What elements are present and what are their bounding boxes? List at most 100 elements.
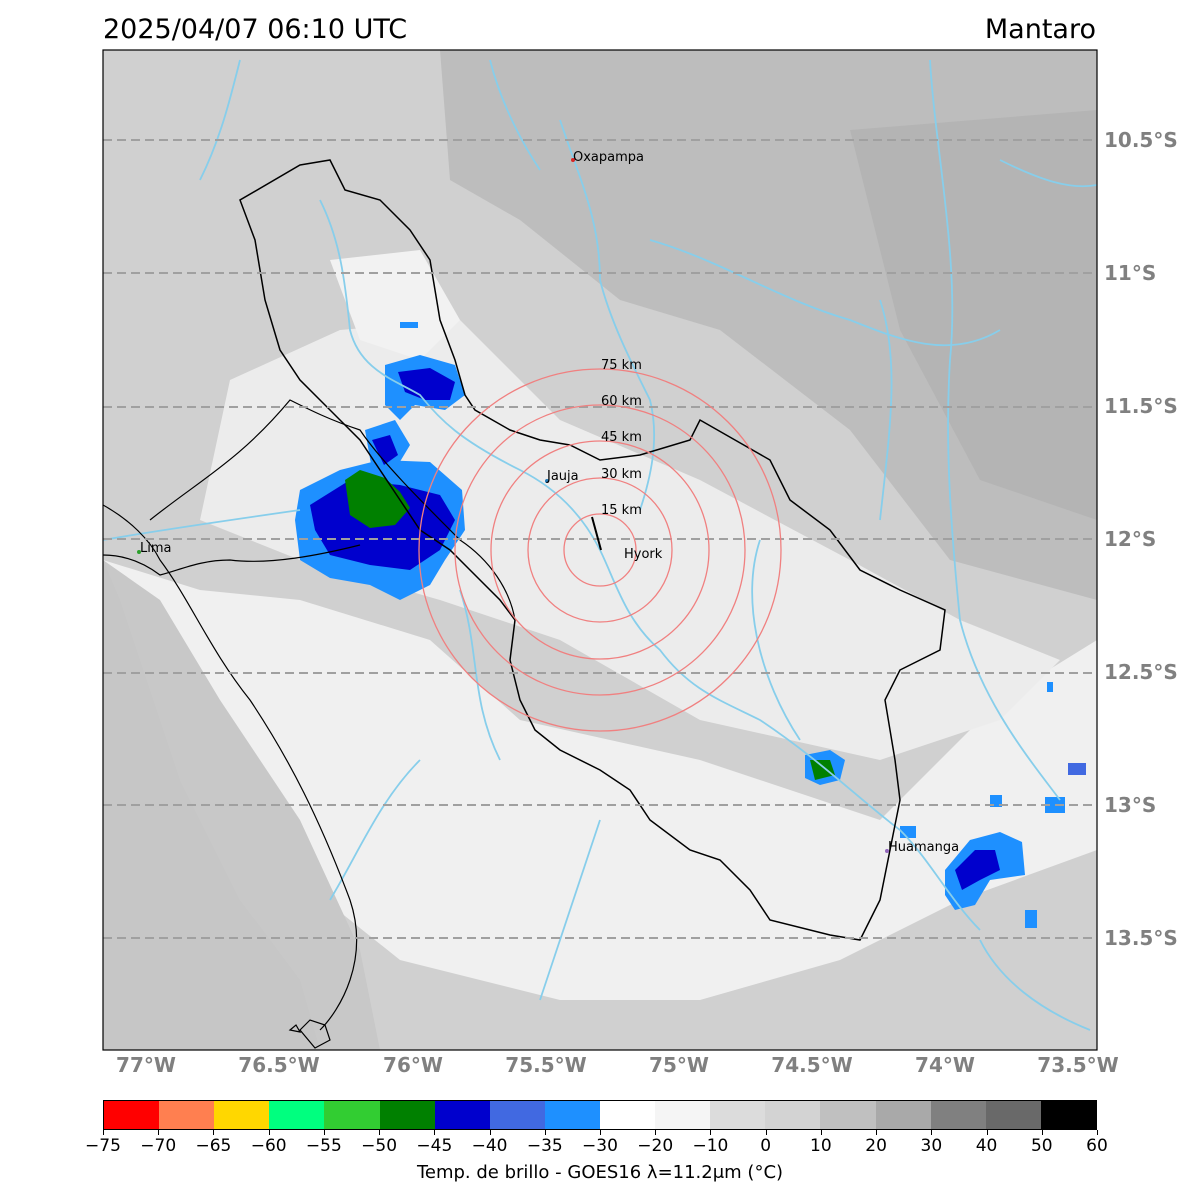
colorbar-tick-label: −70: [140, 1136, 177, 1156]
colorbar-tick-label: 50: [1030, 1136, 1053, 1156]
colorbar-tick-mark: [1041, 1130, 1043, 1135]
colorbar-tick-mark: [323, 1130, 325, 1135]
map-frame: [102, 49, 1098, 1051]
colorbar-tick-label: 20: [865, 1136, 887, 1156]
colorbar-tick-label: −55: [305, 1136, 342, 1156]
colorbar-tick-mark: [986, 1130, 988, 1135]
city-label-lima: Lima: [140, 541, 171, 556]
colorbar-segment: [324, 1101, 380, 1129]
lon-label-73-5w: 73.5°W: [1037, 1053, 1119, 1077]
cloud-region-light-sierra: [103, 560, 1097, 1000]
temperature-colorbar: [103, 1100, 1097, 1130]
mantaro-basin-boundary: [239, 159, 946, 941]
city-label-hyork: Hyork: [624, 547, 663, 562]
colorbar-tick-label: −35: [526, 1136, 563, 1156]
lon-label-75-5w: 75.5°W: [505, 1053, 587, 1077]
satellite-map: 15 km 30 km 45 km 60 km 75 km Oxapampa J…: [102, 49, 1098, 1051]
colorbar-tick-label: −45: [416, 1136, 453, 1156]
colorbar-tick-mark: [268, 1130, 270, 1135]
colorbar-tick-mark: [544, 1130, 546, 1135]
lon-label-75w: 75°W: [649, 1053, 709, 1077]
colorbar-tick-mark: [379, 1130, 381, 1135]
colorbar-tick-label: −30: [582, 1136, 618, 1156]
colorbar-tick-mark: [820, 1130, 822, 1135]
city-marker-oxapampa: [571, 158, 575, 162]
colorbar-tick-mark: [710, 1130, 712, 1135]
radar-track-line: [591, 516, 602, 551]
colorbar-tick-label: −50: [361, 1136, 398, 1156]
colorbar-tick-mark: [600, 1130, 601, 1135]
colorbar-segment: [544, 1101, 600, 1129]
city-marker-jauja: [545, 479, 549, 483]
ring-label-60: 60 km: [601, 394, 642, 409]
cloud-region-light-north: [330, 250, 460, 360]
cloud-region-dark-east: [850, 110, 1097, 520]
map-region-title: Mantaro: [984, 14, 1096, 45]
colorbar-tick-label: −60: [250, 1136, 287, 1156]
colorbar-tick-mark: [103, 1130, 104, 1135]
colorbar-segment: [269, 1101, 325, 1129]
colorbar-tick-mark: [876, 1130, 878, 1135]
range-rings: [418, 368, 782, 732]
colorbar-tick-mark: [489, 1130, 491, 1135]
colorbar-segment: [489, 1101, 545, 1129]
colorbar-segment: [655, 1101, 711, 1129]
map-datetime-title: 2025/04/07 06:10 UTC: [103, 14, 408, 45]
ocean-region: [103, 560, 320, 1050]
rivers: [103, 59, 1097, 1031]
colorbar-segment: [985, 1101, 1041, 1129]
colorbar-tick-label: −75: [85, 1136, 121, 1156]
colorbar-tick-label: 60: [1086, 1136, 1108, 1156]
colorbar-segment: [214, 1101, 270, 1129]
colorbar-segment: [159, 1101, 215, 1129]
ring-label-30: 30 km: [601, 467, 642, 482]
colorbar-label: Temp. de brillo - GOES16 λ=11.2μm (°C): [416, 1162, 784, 1183]
lat-label-12-5s: 12.5°S: [1104, 660, 1178, 684]
colorbar-segment: [599, 1101, 656, 1129]
convective-cell-north: [385, 322, 465, 420]
lat-label-13s: 13°S: [1104, 793, 1157, 817]
admin-boundaries: [103, 399, 516, 1049]
colorbar-tick-mark: [1097, 1130, 1098, 1135]
colorbar-tick-label: −20: [637, 1136, 674, 1156]
city-label-jauja: Jauja: [546, 469, 579, 484]
colorbar-segment: [104, 1101, 160, 1129]
city-label-oxapampa: Oxapampa: [573, 150, 644, 165]
convective-cell-west: [295, 420, 465, 600]
lat-label-13-5s: 13.5°S: [1104, 926, 1178, 950]
lon-label-74-5w: 74.5°W: [771, 1053, 853, 1077]
colorbar-tick-mark: [434, 1130, 436, 1135]
city-marker-lima: [137, 550, 141, 554]
lon-label-77w: 77°W: [116, 1053, 176, 1077]
lat-label-11s: 11°S: [1104, 261, 1157, 285]
lon-label-74w: 74°W: [915, 1053, 975, 1077]
colorbar-tick-mark: [765, 1130, 767, 1135]
colorbar-tick-mark: [931, 1130, 933, 1135]
city-label-huamanga: Huamanga: [888, 840, 959, 855]
cloud-region-light-central: [200, 320, 1060, 760]
latitude-gridlines: [103, 139, 1097, 939]
colorbar-tick-mark: [655, 1130, 657, 1135]
lon-label-76w: 76°W: [383, 1053, 443, 1077]
lat-label-11-5s: 11.5°S: [1104, 394, 1178, 418]
city-marker-huamanga: [885, 849, 889, 853]
colorbar-tick-label: −65: [195, 1136, 232, 1156]
colorbar-segment: [379, 1101, 435, 1129]
colorbar-tick-label: −40: [471, 1136, 508, 1156]
colorbar-segment: [820, 1101, 876, 1129]
colorbar-segment: [875, 1101, 931, 1129]
lat-label-10-5s: 10.5°S: [1104, 128, 1178, 152]
colorbar-tick-mark: [158, 1130, 160, 1135]
colorbar-segment: [710, 1101, 766, 1129]
colorbar-tick-label: 0: [760, 1136, 772, 1156]
lon-label-76-5w: 76.5°W: [238, 1053, 320, 1077]
colorbar-tick-mark: [213, 1130, 215, 1135]
colorbar-tick-label: −10: [692, 1136, 729, 1156]
colorbar-segment: [434, 1101, 490, 1129]
ring-label-45: 45 km: [601, 430, 642, 445]
colorbar-segment: [930, 1101, 986, 1129]
colorbar-tick-label: 10: [810, 1136, 832, 1156]
ring-label-15: 15 km: [601, 503, 642, 518]
colorbar-segment: [765, 1101, 821, 1129]
colorbar-tick-label: 40: [975, 1136, 998, 1156]
